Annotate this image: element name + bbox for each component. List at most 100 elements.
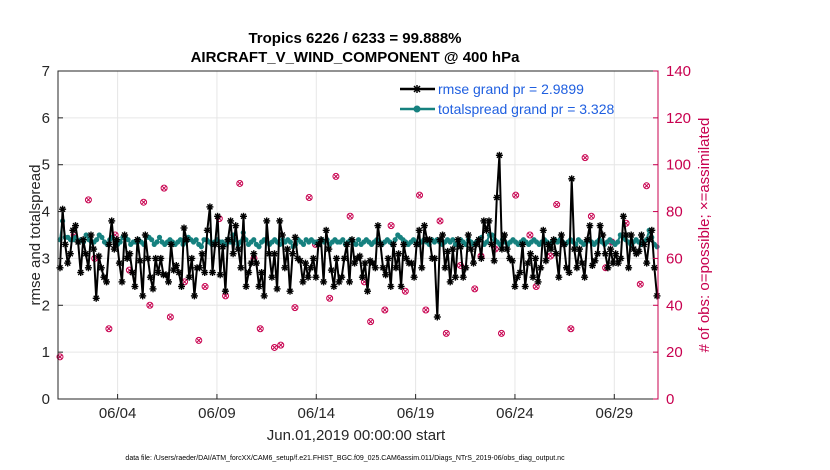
rmse-point bbox=[211, 240, 219, 248]
rmse-point bbox=[578, 259, 586, 267]
rmse-point bbox=[240, 212, 247, 220]
obs-possible-point bbox=[422, 306, 430, 314]
totalspread-point bbox=[83, 232, 89, 238]
obs-assimilated-point bbox=[368, 319, 374, 325]
rmse-point bbox=[103, 278, 110, 286]
obs-assimilated-point bbox=[582, 155, 588, 161]
rmse-point bbox=[436, 236, 444, 244]
rmse-point bbox=[389, 240, 397, 248]
obs-assimilated-point bbox=[196, 337, 202, 343]
rmse-point bbox=[356, 252, 364, 260]
obs-assimilated-point bbox=[443, 330, 449, 336]
x-tick-label: 06/04 bbox=[99, 405, 137, 422]
rmse-point bbox=[149, 285, 157, 293]
totalspread-point bbox=[198, 244, 204, 250]
rmse-point bbox=[426, 236, 434, 244]
totalspread-point bbox=[177, 237, 184, 243]
rmse-point bbox=[410, 273, 418, 281]
rmse-point bbox=[108, 217, 116, 225]
rmse-point bbox=[167, 240, 175, 248]
rmse-point bbox=[358, 273, 366, 281]
rmse-point bbox=[555, 273, 563, 281]
rmse-point bbox=[369, 259, 377, 267]
rmse-point bbox=[480, 217, 488, 225]
x-tick-label: 06/24 bbox=[496, 405, 534, 422]
rmse-point bbox=[237, 264, 245, 272]
rmse-point bbox=[312, 273, 320, 281]
rmse-point bbox=[568, 175, 576, 183]
rmse-point bbox=[146, 273, 154, 281]
rmse-point bbox=[596, 222, 604, 230]
rmse-point bbox=[374, 222, 382, 230]
rmse-point bbox=[607, 245, 614, 253]
rmse-point bbox=[408, 259, 415, 267]
obs-possible-point bbox=[277, 341, 285, 349]
rmse-point bbox=[307, 264, 315, 272]
rmse-point bbox=[232, 222, 240, 230]
x-tick-label: 06/19 bbox=[397, 405, 435, 422]
rmse-point bbox=[601, 250, 609, 258]
rmse-point bbox=[175, 269, 183, 276]
totalspread-point bbox=[125, 237, 131, 243]
y2-tick-label: 100 bbox=[666, 157, 691, 174]
obs-assimilated-point bbox=[472, 286, 478, 292]
rmse-point bbox=[219, 243, 227, 251]
rmse-point bbox=[552, 250, 560, 258]
obs-possible-point bbox=[471, 285, 479, 293]
rmse-point bbox=[317, 236, 325, 244]
rmse-point bbox=[495, 151, 503, 159]
rmse-point bbox=[250, 250, 258, 258]
rmse-point bbox=[304, 273, 312, 281]
rmse-point bbox=[482, 226, 490, 234]
rmse-point bbox=[635, 247, 643, 255]
rmse-point bbox=[64, 259, 72, 267]
rmse-point bbox=[136, 257, 144, 265]
obs-assimilated-point bbox=[527, 232, 533, 238]
chart-subtitle: AIRCRAFT_V_WIND_COMPONENT @ 400 hPa bbox=[191, 49, 521, 66]
rmse-point bbox=[229, 250, 237, 258]
totalspread-point bbox=[615, 239, 621, 245]
obs-possible-point bbox=[587, 212, 595, 220]
rmse-point bbox=[92, 294, 100, 302]
rmse-point bbox=[581, 273, 589, 281]
obs-possible-point bbox=[401, 287, 409, 295]
rmse-point bbox=[185, 273, 193, 281]
obs-possible-point bbox=[332, 172, 340, 180]
y-tick-label: 0 bbox=[42, 391, 50, 408]
rmse-point bbox=[190, 292, 198, 300]
y2-tick-label: 80 bbox=[666, 204, 683, 221]
rmse-point bbox=[271, 250, 278, 258]
rmse-point bbox=[617, 254, 625, 262]
rmse-point bbox=[539, 226, 547, 234]
rmse-point bbox=[139, 292, 147, 300]
y2-axis-ticks: 0 20 40 60 80 100 120 140 bbox=[653, 63, 691, 408]
y2-tick-label: 120 bbox=[666, 110, 691, 127]
obs-assimilated-point bbox=[306, 194, 312, 201]
obs-assimilated-point bbox=[182, 279, 188, 285]
obs-possible-point bbox=[195, 336, 203, 344]
rmse-point bbox=[441, 264, 449, 272]
obs-possible-point bbox=[256, 325, 264, 333]
rmse-point bbox=[198, 250, 206, 258]
rmse-point bbox=[625, 264, 633, 272]
rmse-point bbox=[90, 245, 98, 253]
rmse-point bbox=[320, 278, 328, 286]
y2-tick-label: 40 bbox=[666, 297, 683, 314]
rmse-point bbox=[439, 231, 446, 239]
totalspread-series bbox=[57, 218, 660, 250]
rmse-point bbox=[281, 264, 289, 272]
y-tick-label: 6 bbox=[42, 110, 50, 127]
rmse-point bbox=[283, 245, 291, 253]
obs-possible-point bbox=[567, 325, 575, 333]
rmse-point bbox=[433, 313, 441, 321]
obs-assimilated-point bbox=[644, 183, 650, 189]
rmse-point bbox=[126, 250, 134, 258]
rmse-point bbox=[224, 236, 232, 244]
rmse-point bbox=[346, 278, 353, 286]
rmse-point bbox=[627, 231, 635, 239]
rmse-point bbox=[66, 250, 74, 258]
obs-possible-point bbox=[270, 343, 278, 351]
rmse-point bbox=[560, 240, 568, 248]
rmse-point bbox=[178, 283, 185, 290]
y-axis-ticks: 0 1 2 3 4 5 6 7 bbox=[42, 63, 63, 408]
